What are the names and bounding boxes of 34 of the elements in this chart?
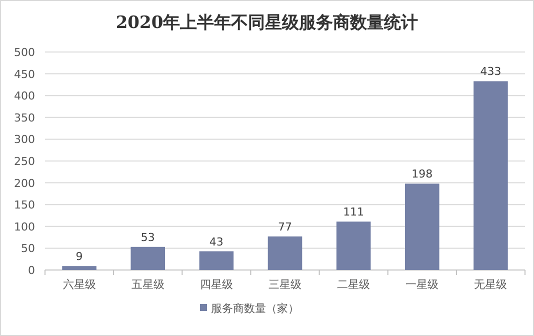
bar — [405, 184, 440, 270]
chart-title: 2020年上半年不同星级服务商数量统计 — [116, 13, 418, 33]
data-label: 433 — [480, 65, 502, 78]
y-tick-label: 50 — [21, 242, 35, 256]
bar — [62, 266, 96, 270]
data-label: 111 — [343, 206, 364, 219]
bar — [268, 236, 302, 270]
y-tick-label: 250 — [14, 155, 35, 168]
legend-label: 服务商数量（家） — [211, 302, 299, 315]
data-label: 9 — [76, 250, 83, 264]
x-tick-label: 六星级 — [62, 278, 96, 291]
x-tick-label: 三星级 — [268, 278, 302, 291]
x-tick-label: 无星级 — [474, 278, 508, 291]
data-label: 198 — [412, 168, 433, 181]
x-tick-label: 一星级 — [406, 278, 439, 291]
y-tick-label: 400 — [14, 90, 35, 103]
x-tick-label: 四星级 — [200, 278, 233, 291]
y-tick-label: 0 — [28, 264, 35, 277]
y-tick-label: 300 — [14, 133, 35, 146]
data-label: 77 — [278, 220, 292, 234]
y-tick-label: 150 — [14, 198, 35, 212]
y-tick-label: 100 — [14, 220, 35, 234]
y-tick-label: 350 — [14, 111, 35, 124]
y-tick-label: 500 — [14, 46, 35, 59]
data-label: 43 — [209, 235, 224, 248]
x-tick-label: 二星级 — [337, 278, 370, 291]
bar — [474, 81, 508, 270]
y-tick-label: 200 — [14, 176, 35, 190]
y-tick-label: 450 — [14, 68, 35, 81]
data-label: 53 — [140, 230, 155, 244]
bar — [130, 246, 165, 270]
bar — [336, 222, 371, 270]
x-tick-label: 五星级 — [131, 278, 164, 291]
bar — [199, 251, 234, 270]
